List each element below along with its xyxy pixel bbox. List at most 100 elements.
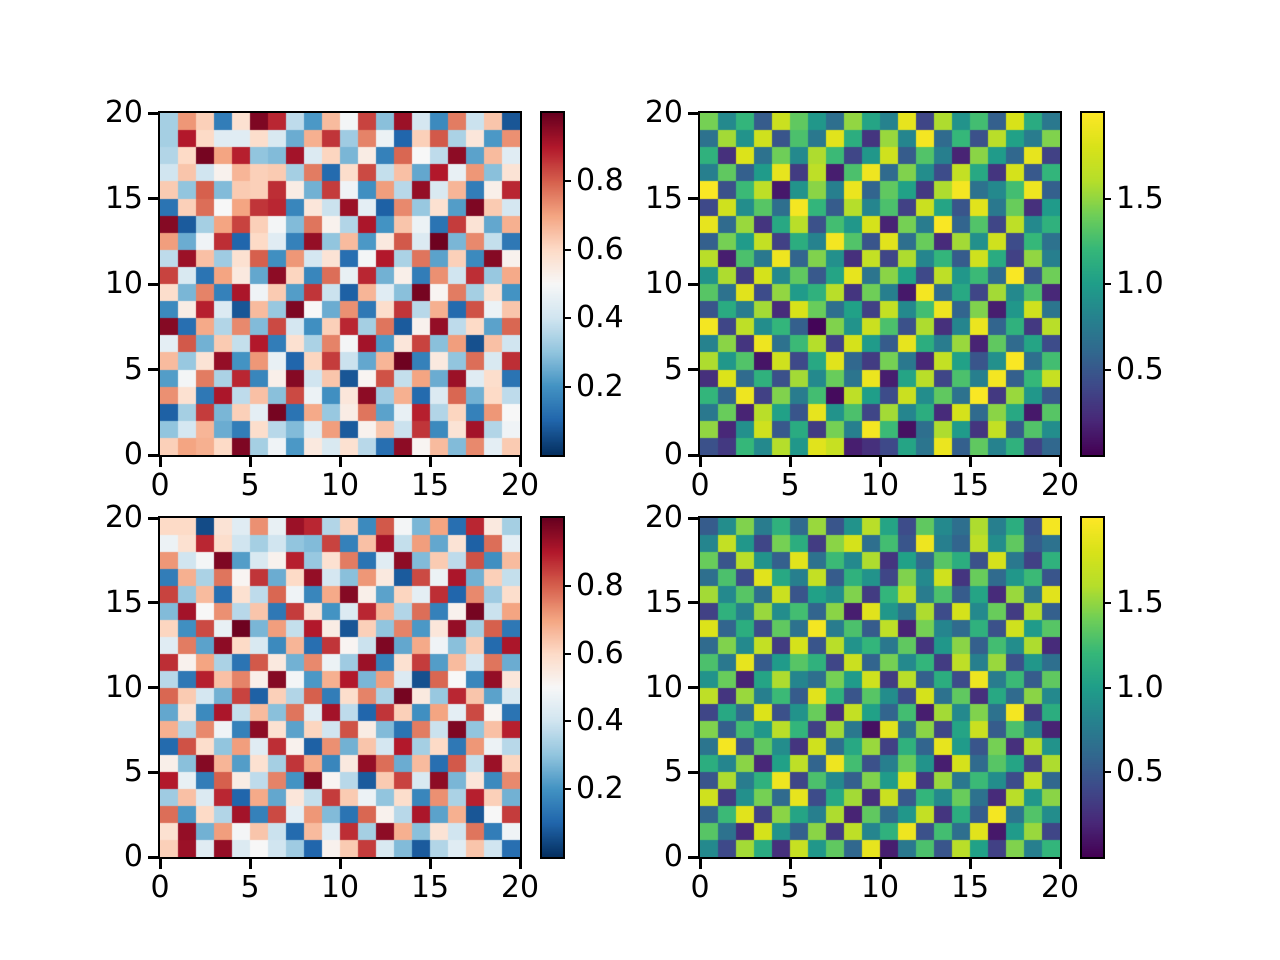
y-tick-label: 15 bbox=[104, 180, 143, 216]
colorbar-canvas-top-right bbox=[1082, 113, 1103, 455]
colorbar-tick-mark bbox=[1103, 197, 1111, 200]
colorbar-frame bbox=[1080, 516, 1105, 859]
y-tick-label: 20 bbox=[644, 500, 683, 535]
y-tick-mark bbox=[148, 686, 158, 689]
y-tick-mark bbox=[688, 282, 698, 286]
colorbar-tick-label: 0.2 bbox=[576, 771, 624, 807]
y-tick-label: 0 bbox=[123, 437, 143, 472]
y-tick-mark bbox=[688, 453, 698, 457]
x-tick-label: 5 bbox=[240, 468, 260, 503]
x-tick-mark bbox=[1058, 859, 1062, 869]
colorbar-tick-mark bbox=[1103, 686, 1111, 689]
x-tick-label: 10 bbox=[860, 870, 900, 905]
x-tick-label: 20 bbox=[1040, 468, 1080, 503]
x-tick-mark bbox=[518, 457, 522, 467]
x-tick-label: 20 bbox=[500, 870, 540, 905]
colorbar-tick-label: 0.5 bbox=[1116, 754, 1164, 790]
y-tick-label: 0 bbox=[123, 839, 143, 874]
y-tick-mark bbox=[688, 197, 698, 200]
y-tick-mark bbox=[148, 111, 158, 115]
y-tick-mark bbox=[688, 601, 698, 605]
y-tick-label: 20 bbox=[104, 500, 143, 535]
y-tick-mark bbox=[688, 111, 698, 115]
colorbar-tick-mark bbox=[563, 720, 571, 723]
y-tick-mark bbox=[148, 855, 158, 859]
colorbar-tick-mark bbox=[563, 248, 571, 251]
colorbar-tick-label: 1.0 bbox=[1116, 266, 1164, 301]
x-tick-label: 0 bbox=[150, 870, 170, 905]
y-tick-mark bbox=[148, 770, 158, 774]
colorbar-canvas-top-left bbox=[542, 113, 563, 455]
y-tick-label: 20 bbox=[644, 95, 683, 130]
y-tick-label: 15 bbox=[644, 180, 683, 216]
plot-frame bbox=[158, 111, 522, 457]
y-tick-label: 5 bbox=[663, 351, 683, 387]
colorbar-canvas-bottom-left bbox=[542, 518, 563, 857]
x-tick-label: 0 bbox=[690, 870, 710, 905]
y-tick-mark bbox=[148, 516, 158, 520]
y-tick-mark bbox=[688, 516, 698, 520]
x-tick-label: 0 bbox=[150, 468, 170, 503]
x-tick-mark bbox=[338, 859, 342, 869]
x-tick-label: 10 bbox=[320, 468, 360, 503]
x-tick-label: 10 bbox=[320, 870, 360, 905]
x-tick-mark bbox=[878, 457, 882, 467]
colorbar-tick-label: 0.8 bbox=[576, 567, 624, 603]
y-tick-label: 15 bbox=[644, 584, 683, 620]
x-tick-label: 15 bbox=[950, 468, 990, 503]
colorbar-tick-label: 0.6 bbox=[576, 635, 624, 671]
x-tick-mark bbox=[248, 859, 252, 869]
heatmap-canvas-bottom-right bbox=[700, 518, 1060, 857]
y-tick-label: 0 bbox=[663, 839, 683, 874]
colorbar-tick-mark bbox=[1103, 368, 1111, 371]
y-tick-label: 0 bbox=[663, 437, 683, 472]
colorbar-tick-mark bbox=[1103, 601, 1111, 604]
heatmap-canvas-bottom-left bbox=[160, 518, 520, 857]
x-tick-mark bbox=[968, 457, 972, 467]
x-tick-mark bbox=[788, 859, 792, 869]
x-tick-label: 0 bbox=[690, 468, 710, 503]
colorbar-tick-mark bbox=[563, 584, 571, 587]
y-tick-label: 10 bbox=[104, 266, 143, 301]
x-tick-label: 15 bbox=[950, 870, 990, 905]
y-tick-label: 10 bbox=[644, 266, 683, 301]
plot-frame bbox=[698, 111, 1062, 457]
x-tick-mark bbox=[158, 859, 162, 869]
colorbar-tick-mark bbox=[563, 180, 571, 183]
x-tick-mark bbox=[698, 859, 702, 869]
y-tick-mark bbox=[148, 601, 158, 605]
colorbar-tick-label: 1.5 bbox=[1116, 584, 1164, 620]
colorbar-tick-label: 0.8 bbox=[576, 163, 624, 199]
colorbar-tick-label: 0.6 bbox=[576, 231, 624, 267]
colorbar-frame bbox=[540, 111, 565, 457]
colorbar-frame bbox=[540, 516, 565, 859]
colorbar-canvas-bottom-right bbox=[1082, 518, 1103, 857]
y-tick-mark bbox=[688, 368, 698, 371]
colorbar-tick-label: 0.5 bbox=[1116, 351, 1164, 387]
colorbar-tick-label: 1.5 bbox=[1116, 180, 1164, 216]
x-tick-label: 5 bbox=[240, 870, 260, 905]
y-tick-label: 20 bbox=[104, 95, 143, 130]
y-tick-label: 10 bbox=[104, 669, 143, 705]
x-tick-label: 15 bbox=[410, 870, 450, 905]
plot-frame bbox=[698, 516, 1062, 859]
colorbar-tick-label: 0.4 bbox=[576, 703, 624, 739]
x-tick-label: 15 bbox=[410, 468, 450, 503]
x-tick-label: 5 bbox=[780, 870, 800, 905]
x-tick-mark bbox=[428, 457, 432, 467]
x-tick-label: 10 bbox=[860, 468, 900, 503]
colorbar-tick-mark bbox=[563, 652, 571, 655]
colorbar-tick-mark bbox=[1103, 771, 1111, 774]
x-tick-label: 20 bbox=[1040, 870, 1080, 905]
y-tick-label: 5 bbox=[663, 754, 683, 790]
colorbar-tick-label: 0.4 bbox=[576, 300, 624, 336]
x-tick-label: 20 bbox=[500, 468, 540, 503]
y-tick-label: 15 bbox=[104, 584, 143, 620]
colorbar-tick-label: 0.2 bbox=[576, 368, 624, 404]
x-tick-mark bbox=[158, 457, 162, 467]
colorbar-tick-mark bbox=[563, 788, 571, 791]
